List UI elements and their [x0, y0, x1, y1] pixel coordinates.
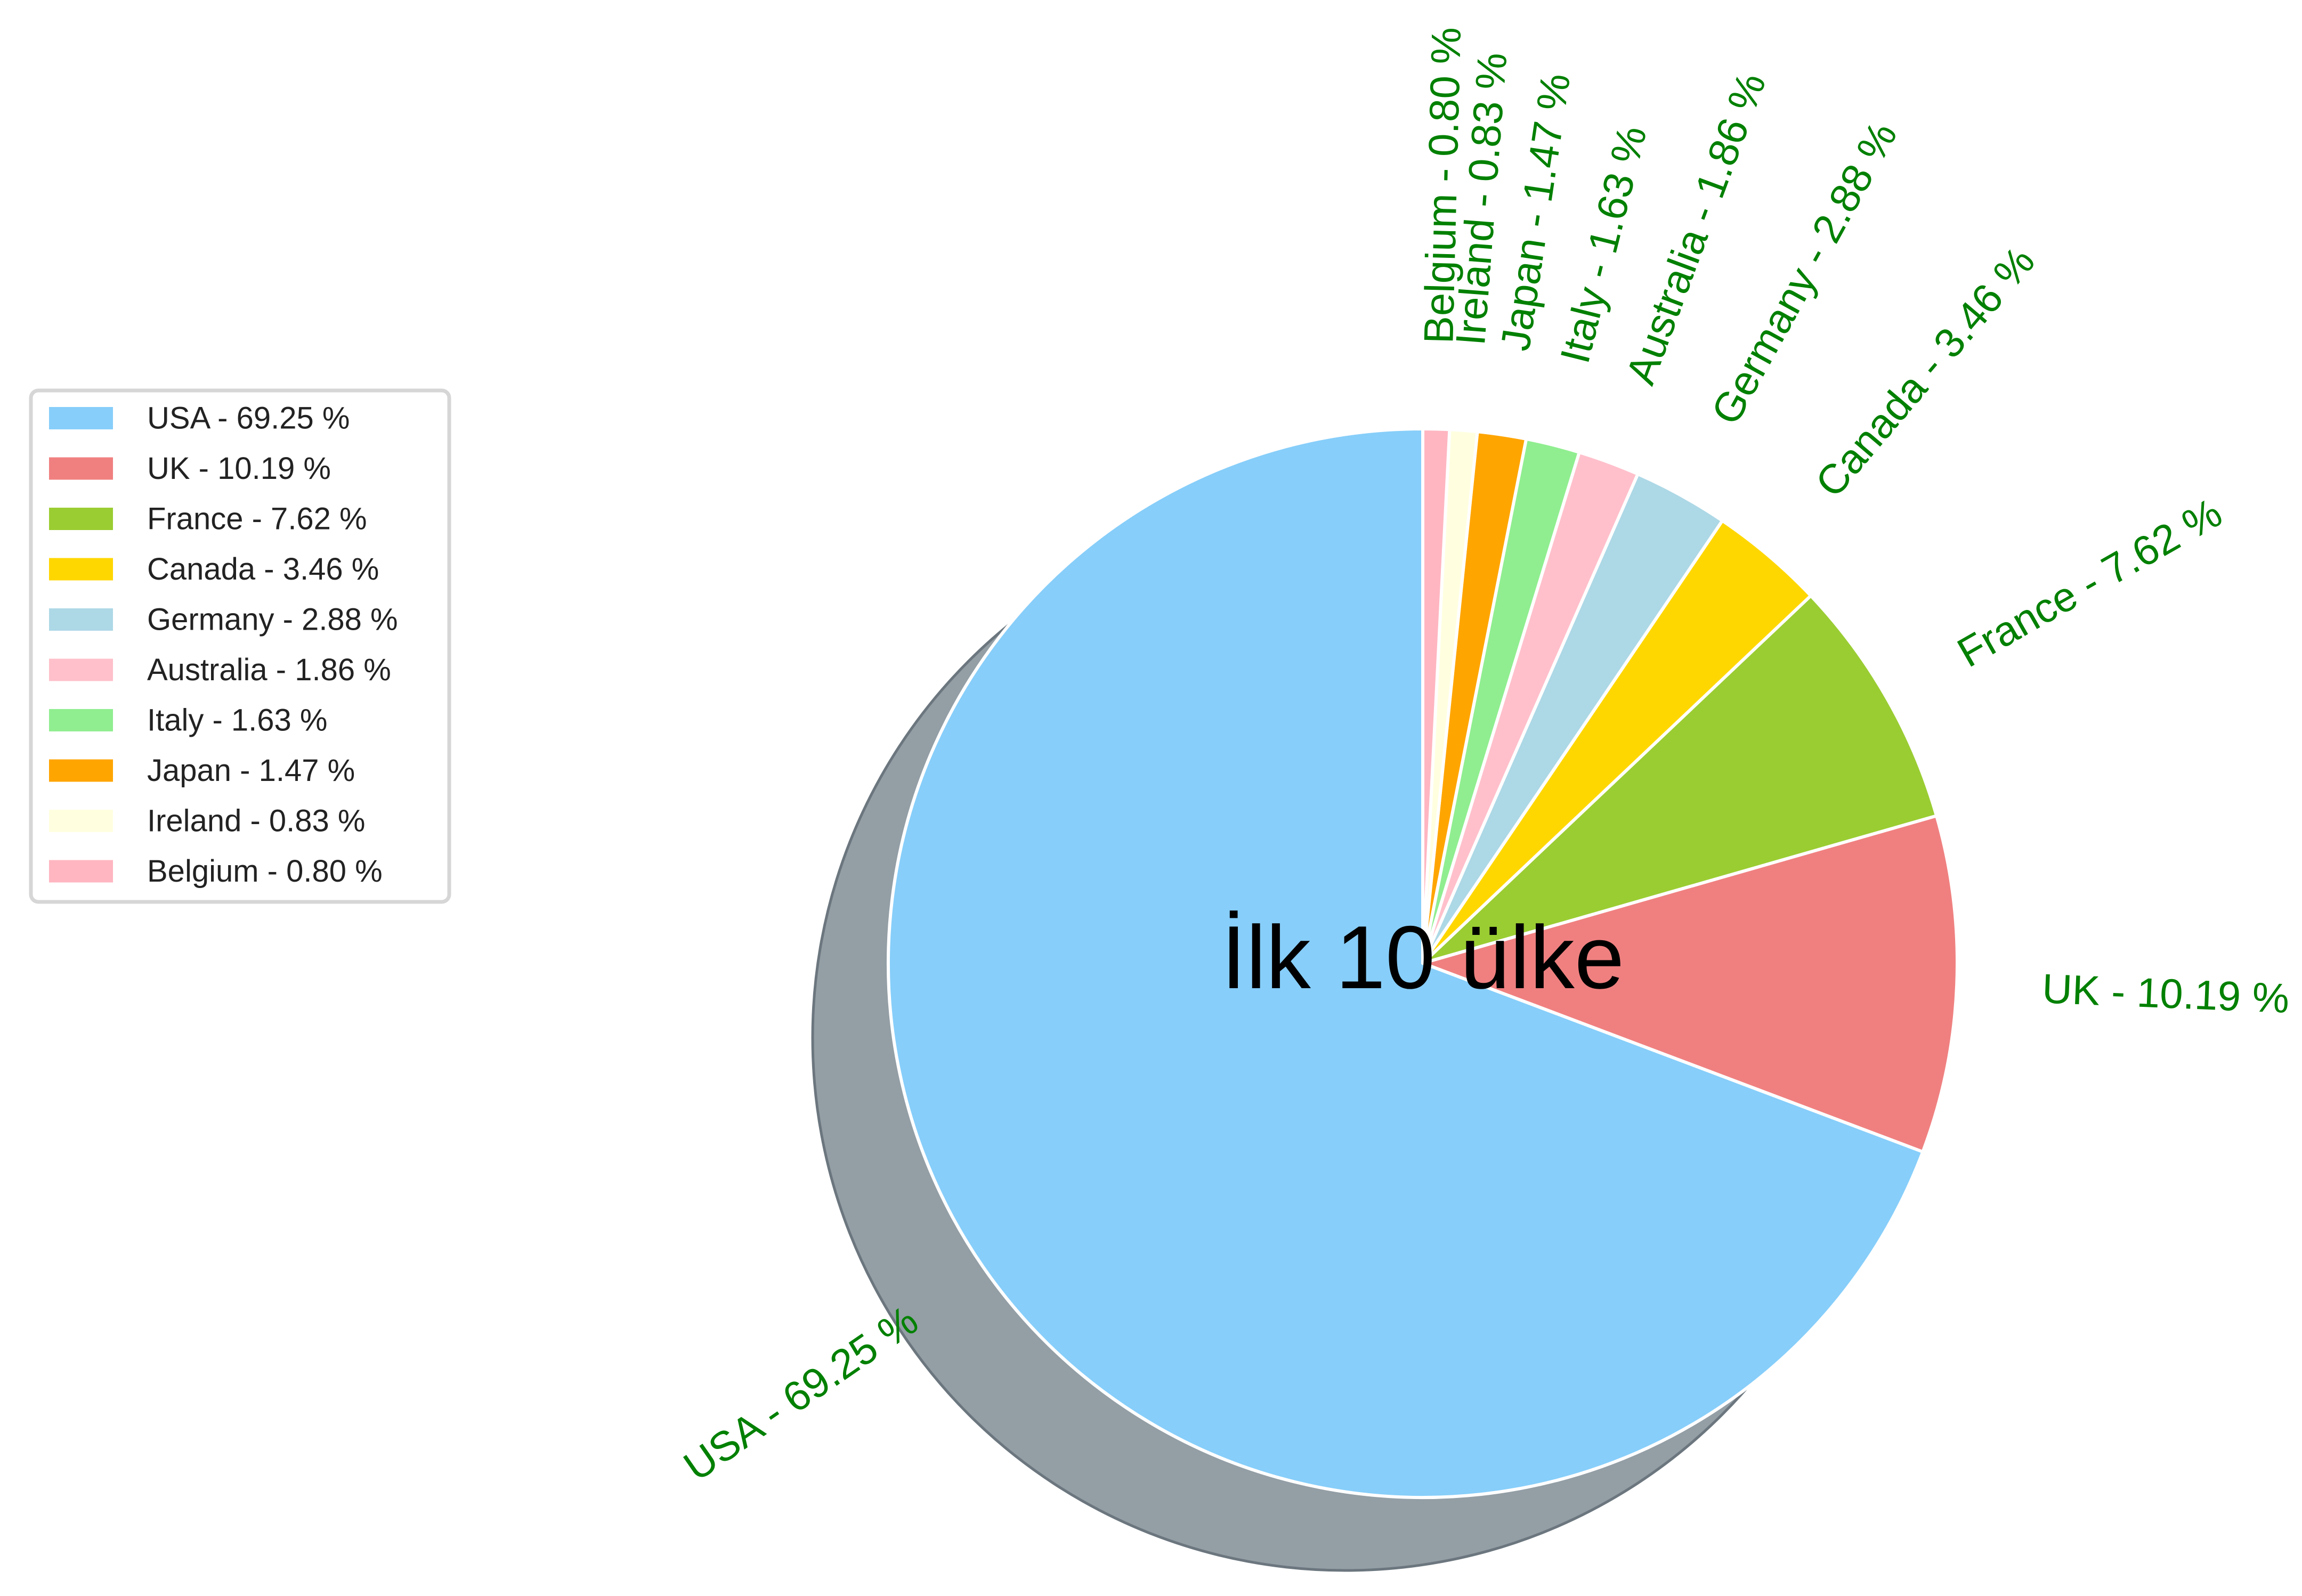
legend-label-japan: Japan - 1.47 % — [147, 753, 355, 788]
slice-usa — [886, 427, 1925, 1499]
slice-uk — [1421, 814, 1959, 1154]
legend-label-uk: UK - 10.19 % — [147, 451, 331, 486]
legend-swatch-uk — [49, 457, 113, 480]
slice-canada — [1421, 519, 1813, 965]
legend-swatch-italy — [49, 709, 113, 731]
chart-title: İlk 10 ülke — [1221, 907, 1624, 1007]
legend-swatch-canada — [49, 558, 113, 581]
slice-france — [1421, 594, 1939, 965]
legend-swatch-japan — [49, 759, 113, 782]
legend-frame — [29, 388, 451, 904]
legend-label-italy: Italy - 1.63 % — [147, 703, 327, 738]
legend-label-belgium: Belgium - 0.80 % — [147, 854, 383, 889]
legend-swatch-france — [49, 508, 113, 530]
legend-swatch-belgium — [49, 860, 113, 883]
legend-items: USA - 69.25 % UK - 10.19 % France - 7.62 %… — [49, 401, 398, 889]
slice-belgium — [1421, 427, 1452, 965]
legend-swatch-ireland — [49, 810, 113, 832]
legend-label-france: France - 7.62 % — [147, 502, 367, 536]
legend-label-usa: USA - 69.25 % — [147, 401, 350, 436]
legend-swatch-usa — [49, 407, 113, 429]
legend-label-australia: Australia - 1.86 % — [147, 653, 391, 687]
slice-label-uk: UK - 10.19 % — [2041, 965, 2290, 1022]
legend-swatch-australia — [49, 658, 113, 681]
legend-label-ireland: Ireland - 0.83 % — [147, 804, 365, 838]
legend-label-germany: Germany - 2.88 % — [147, 602, 398, 637]
legend: USA - 69.25 % UK - 10.19 % France - 7.62 %… — [29, 388, 451, 904]
slice-label-belgium: Belgium - 0.80 % — [1415, 27, 1470, 344]
pie-slices — [886, 427, 1959, 1499]
legend-label-canada: Canada - 3.46 % — [147, 552, 379, 587]
legend-swatch-germany — [49, 608, 113, 631]
